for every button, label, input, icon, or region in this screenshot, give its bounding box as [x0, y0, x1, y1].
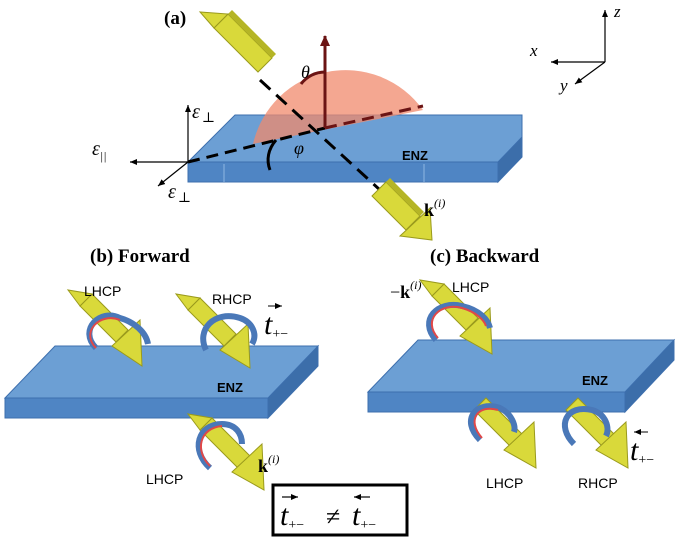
panel-c-label: (c) Backward	[430, 246, 540, 267]
epsilon-axes	[130, 105, 191, 187]
theta-arc	[299, 70, 326, 85]
axis-x-label: x	[529, 41, 538, 60]
phi-label: φ	[294, 138, 304, 158]
enz-slab-a: ENZ	[186, 114, 523, 184]
dashed-plane-line-upper	[324, 104, 424, 130]
c-curl-bottom-left-red	[473, 407, 499, 439]
axis-y-label: y	[558, 76, 568, 95]
c-curl-top-red	[431, 305, 487, 339]
axis-z-label: z	[613, 2, 621, 21]
eps-parallel-label: ε||	[92, 138, 107, 163]
eps-perp-top-label: ε ⊥	[192, 101, 215, 126]
enz-label-a: ENZ	[402, 148, 428, 163]
t-backward-box: t+−	[352, 499, 376, 533]
b-rhcp-top-label: RHCP	[212, 291, 252, 307]
minus-k-label-c: −k(i)	[390, 278, 422, 302]
c-lhcp-top-label: LHCP	[452, 279, 489, 295]
dashed-in-plane-line	[187, 126, 326, 164]
b-curl-top-left-red	[89, 317, 121, 349]
enz-label-b: ENZ	[217, 380, 243, 395]
phi-arc	[266, 139, 278, 171]
k-arrow-lower	[371, 178, 433, 241]
c-curl-bottom-left	[467, 403, 518, 443]
b-lhcp-top-label: LHCP	[84, 283, 121, 299]
b-k-arrow-bottom	[186, 413, 265, 491]
theta-label: θ	[301, 62, 310, 82]
eps-perp-bottom-label: ε ⊥	[168, 181, 191, 206]
k-label-a: k(i)	[424, 196, 445, 220]
enz-label-c: ENZ	[582, 373, 608, 388]
incident-arrow-upper	[198, 10, 276, 73]
c-lhcp-bottom-label: LHCP	[486, 475, 523, 491]
t-backward-label-c: t+−	[630, 434, 654, 468]
b-curl-bottom-red	[200, 425, 223, 467]
enz-slab-c: ENZ	[366, 338, 676, 414]
k-label-b: k(i)	[258, 452, 279, 476]
incidence-plane-disc	[253, 70, 423, 144]
t-forward-label-b: t+−	[264, 308, 288, 342]
t-forward-box: t+−	[280, 499, 304, 533]
c-curl-top	[426, 301, 493, 343]
b-curl-top-right	[200, 313, 258, 352]
b-curl-bottom	[195, 420, 245, 471]
not-equal-sign: ≠	[326, 502, 340, 531]
c-rhcp-bottom-label: RHCP	[578, 475, 618, 491]
coordinate-axes: z x y	[529, 2, 621, 95]
inequality-box	[271, 483, 409, 537]
panel-b-label: (b) Forward	[90, 246, 190, 267]
b-lhcp-bottom-label: LHCP	[146, 471, 183, 487]
panel-a-label: (a)	[164, 8, 186, 29]
enz-slab-b: ENZ	[3, 344, 320, 420]
c-curl-bottom-right	[561, 406, 611, 447]
dashed-k-line	[258, 78, 382, 192]
